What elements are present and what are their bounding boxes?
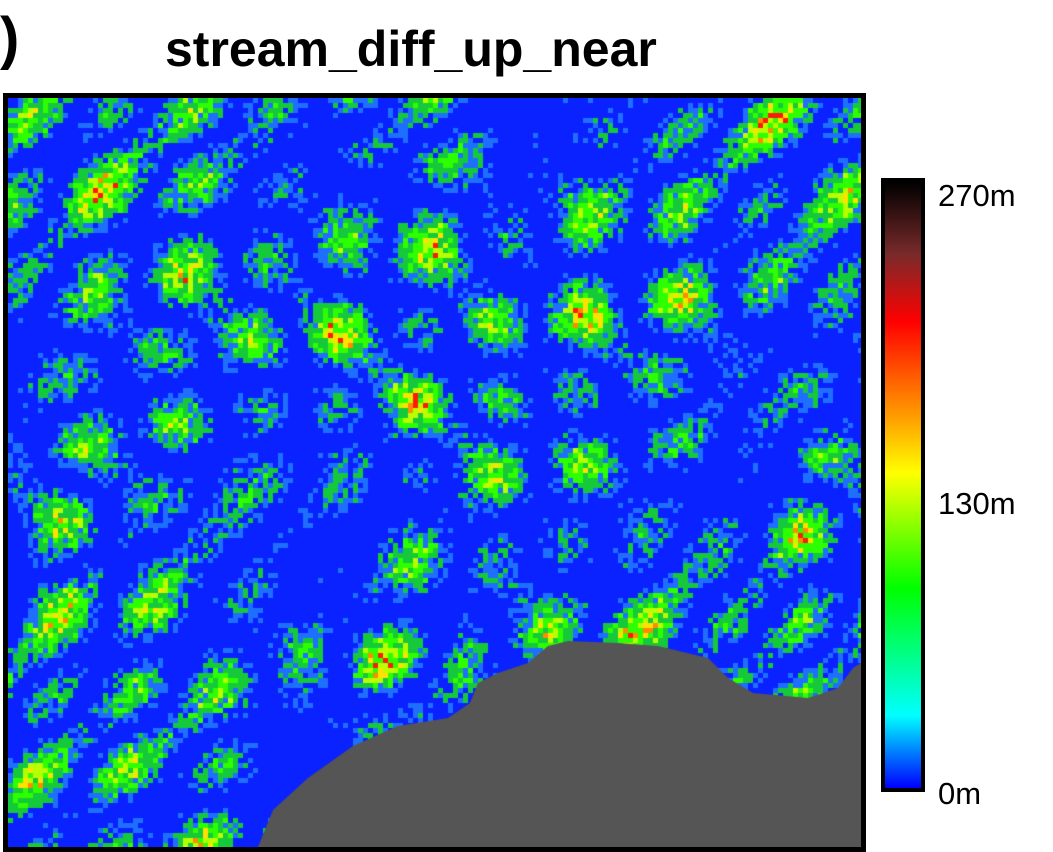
map-frame	[3, 93, 866, 852]
colorbar-min-label: 0m	[938, 776, 982, 811]
panel-label: )	[0, 6, 20, 71]
raster-map	[8, 98, 861, 847]
colorbar-max-label: 270m	[938, 178, 1016, 213]
colorbar	[881, 178, 925, 792]
colorbar-mid-label: 130m	[938, 486, 1016, 521]
map-title: stream_diff_up_near	[165, 21, 657, 77]
